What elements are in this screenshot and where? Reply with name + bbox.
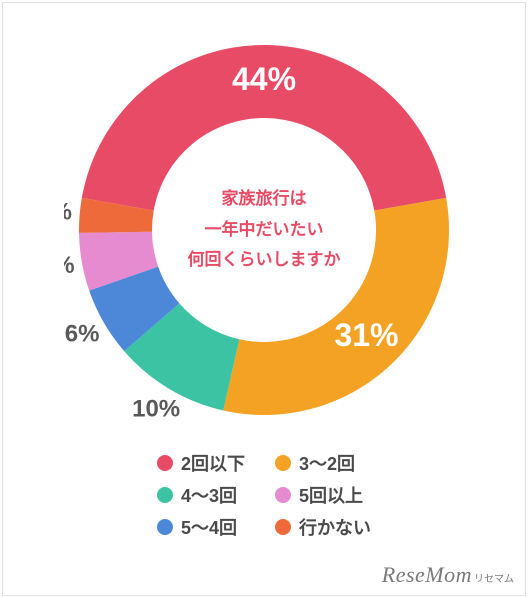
center-line-1: 家族旅行は [188,184,341,215]
legend-label: 5～4回 [181,514,237,540]
center-line-3: 何回くらいしますか [188,245,341,276]
legend-label: 2回以下 [181,450,245,476]
legend-dot-icon [157,519,173,535]
legend-item-4: 5回以上 [275,482,371,508]
legend-label: 行かない [299,514,371,540]
legend-item-5: 行かない [275,514,371,540]
slice-label-0: 44% [232,61,296,97]
center-question: 家族旅行は 一年中だいたい 何回くらいしますか [188,184,341,276]
slice-label-3: 6% [65,320,100,347]
watermark-kana: リセマム [474,574,514,585]
legend-label: 5回以上 [299,482,363,508]
legend-dot-icon [275,455,291,471]
watermark-main: ReseMom [382,562,472,587]
legend-dot-icon [157,455,173,471]
legend-label: 4～3回 [181,482,237,508]
slice-label-5: 3% [64,199,72,226]
slice-label-2: 10% [132,396,180,423]
legend-item-1: 3～2回 [275,450,371,476]
center-line-2: 一年中だいたい [188,215,341,246]
slice-label-1: 31% [334,317,398,353]
legend: 2回以下 3～2回 4～3回 5回以上 5～4回 行かない [157,450,371,540]
legend-dot-icon [157,487,173,503]
watermark: ReseMomリセマム [382,562,514,588]
legend-dot-icon [275,519,291,535]
legend-dot-icon [275,487,291,503]
legend-item-0: 2回以下 [157,450,245,476]
legend-label: 3～2回 [299,450,355,476]
slice-label-4: 5% [64,252,75,279]
legend-item-3: 5～4回 [157,514,245,540]
legend-item-2: 4～3回 [157,482,245,508]
